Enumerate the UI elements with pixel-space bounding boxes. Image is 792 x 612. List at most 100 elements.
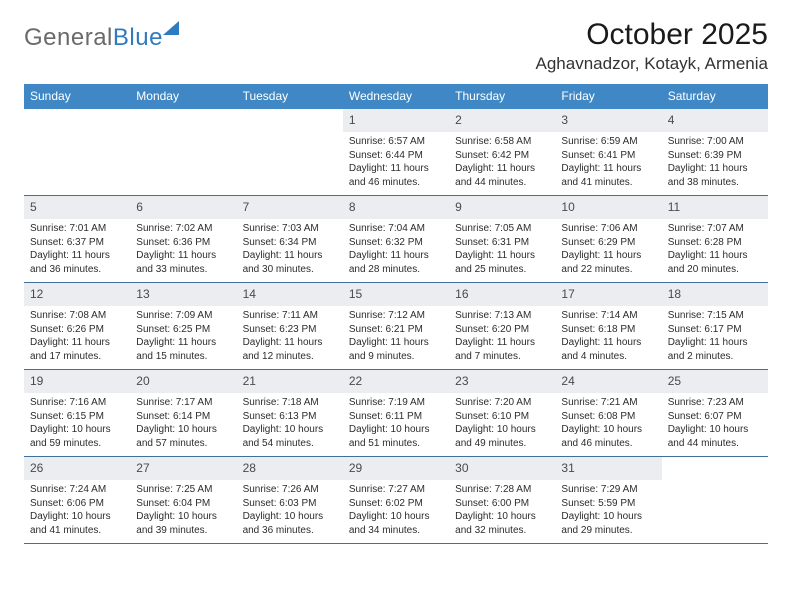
day-number: 10 [561,200,574,214]
day-number-bar: 12 [24,283,130,306]
day-number-bar: 25 [662,370,768,393]
day-cell: 28 Sunrise: 7:26 AMSunset: 6:03 PMDayligh… [237,457,343,543]
day-number: 19 [30,374,43,388]
day-body: Sunrise: 7:24 AMSunset: 6:06 PMDaylight:… [24,480,130,543]
day-number-bar: 5 [24,196,130,219]
day-number-bar: 18 [662,283,768,306]
day-cell: 13Sunrise: 7:09 AMSunset: 6:25 PMDayligh… [130,283,236,369]
day-body: Sunrise: 7:26 AMSunset: 6:03 PMDaylight:… [237,480,343,543]
day-number-bar: 2 [449,109,555,132]
day-number-bar: 29 [343,457,449,480]
day-number-bar: 30 [449,457,555,480]
day-cell: 12Sunrise: 7:08 AMSunset: 6:26 PMDayligh… [24,283,130,369]
day-cell: 3Sunrise: 6:59 AMSunset: 6:41 PMDaylight… [555,109,661,195]
day-cell: 8Sunrise: 7:04 AMSunset: 6:32 PMDaylight… [343,196,449,282]
day-body: Sunrise: 7:12 AMSunset: 6:21 PMDaylight:… [343,306,449,369]
weekday-monday: Monday [130,84,236,109]
day-cell: 15 Sunrise: 7:12 AMSunset: 6:21 PMDayligh… [343,283,449,369]
day-body: Sunrise: 7:19 AMSunset: 6:11 PMDaylight:… [343,393,449,456]
day-body: Sunrise: 7:20 AMSunset: 6:10 PMDaylight:… [449,393,555,456]
day-body: Sunrise: 7:18 AMSunset: 6:13 PMDaylight:… [237,393,343,456]
day-number-bar: 28 [237,457,343,480]
day-number: 9 [455,200,462,214]
day-cell: 17Sunrise: 7:14 AMSunset: 6:18 PMDayligh… [555,283,661,369]
day-number-bar: 7 [237,196,343,219]
day-number-bar: 13 [130,283,236,306]
day-number-bar: 8 [343,196,449,219]
day-body: Sunrise: 7:02 AMSunset: 6:36 PMDaylight:… [130,219,236,282]
day-number: 28 [243,461,256,475]
day-number: 22 [349,374,362,388]
day-number: 16 [455,287,468,301]
calendar: SundayMondayTuesdayWednesdayThursdayFrid… [24,84,768,544]
day-body: Sunrise: 7:21 AMSunset: 6:08 PMDaylight:… [555,393,661,456]
day-number-bar: 15 [343,283,449,306]
day-cell: 9Sunrise: 7:05 AMSunset: 6:31 PMDaylight… [449,196,555,282]
day-cell: 6Sunrise: 7:02 AMSunset: 6:36 PMDaylight… [130,196,236,282]
day-cell: 5 Sunrise: 7:01 AMSunset: 6:37 PMDaylight… [24,196,130,282]
day-number: 15 [349,287,362,301]
day-number-bar: 31 [555,457,661,480]
week-row: 5 Sunrise: 7:01 AMSunset: 6:37 PMDaylight… [24,196,768,283]
day-body [24,114,130,123]
day-number: 20 [136,374,149,388]
day-body: Sunrise: 7:07 AMSunset: 6:28 PMDaylight:… [662,219,768,282]
day-number-bar: 20 [130,370,236,393]
day-number-bar: 14 [237,283,343,306]
day-cell: 4Sunrise: 7:00 AMSunset: 6:39 PMDaylight… [662,109,768,195]
logo-text: GeneralBlue [24,24,163,52]
day-body: Sunrise: 7:13 AMSunset: 6:20 PMDaylight:… [449,306,555,369]
day-cell: 1Sunrise: 6:57 AMSunset: 6:44 PMDaylight… [343,109,449,195]
weekday-sunday: Sunday [24,84,130,109]
day-number-bar: 10 [555,196,661,219]
day-cell: 31Sunrise: 7:29 AMSunset: 5:59 PMDayligh… [555,457,661,543]
day-number-bar: 3 [555,109,661,132]
day-body: Sunrise: 7:25 AMSunset: 6:04 PMDaylight:… [130,480,236,543]
day-number-bar: 19 [24,370,130,393]
day-cell: 22 Sunrise: 7:19 AMSunset: 6:11 PMDayligh… [343,370,449,456]
weekday-header: SundayMondayTuesdayWednesdayThursdayFrid… [24,84,768,109]
logo-triangle-icon [163,21,179,35]
day-body: Sunrise: 7:16 AMSunset: 6:15 PMDaylight:… [24,393,130,456]
day-number: 23 [455,374,468,388]
week-row: 1Sunrise: 6:57 AMSunset: 6:44 PMDaylight… [24,109,768,196]
day-body: Sunrise: 7:01 AMSunset: 6:37 PMDaylight:… [24,219,130,282]
day-cell: 11Sunrise: 7:07 AMSunset: 6:28 PMDayligh… [662,196,768,282]
weeks-container: 1Sunrise: 6:57 AMSunset: 6:44 PMDaylight… [24,109,768,544]
day-cell: 26Sunrise: 7:24 AMSunset: 6:06 PMDayligh… [24,457,130,543]
day-number-bar: 9 [449,196,555,219]
day-number: 7 [243,200,250,214]
day-body: Sunrise: 7:17 AMSunset: 6:14 PMDaylight:… [130,393,236,456]
day-number: 5 [30,200,37,214]
day-cell: 24Sunrise: 7:21 AMSunset: 6:08 PMDayligh… [555,370,661,456]
day-number-bar: 11 [662,196,768,219]
day-body: Sunrise: 7:15 AMSunset: 6:17 PMDaylight:… [662,306,768,369]
week-row: 19 Sunrise: 7:16 AMSunset: 6:15 PMDayligh… [24,370,768,457]
day-body: Sunrise: 7:00 AMSunset: 6:39 PMDaylight:… [662,132,768,195]
day-body [130,114,236,123]
day-number: 25 [668,374,681,388]
day-cell: 18Sunrise: 7:15 AMSunset: 6:17 PMDayligh… [662,283,768,369]
day-cell [24,109,130,195]
location: Aghavnadzor, Kotayk, Armenia [536,54,768,74]
day-cell: 30Sunrise: 7:28 AMSunset: 6:00 PMDayligh… [449,457,555,543]
day-number-bar: 22 [343,370,449,393]
day-cell: 25Sunrise: 7:23 AMSunset: 6:07 PMDayligh… [662,370,768,456]
day-body: Sunrise: 6:59 AMSunset: 6:41 PMDaylight:… [555,132,661,195]
week-row: 26Sunrise: 7:24 AMSunset: 6:06 PMDayligh… [24,457,768,544]
day-body: Sunrise: 7:06 AMSunset: 6:29 PMDaylight:… [555,219,661,282]
day-cell [237,109,343,195]
day-cell: 29Sunrise: 7:27 AMSunset: 6:02 PMDayligh… [343,457,449,543]
weekday-wednesday: Wednesday [343,84,449,109]
day-body: Sunrise: 7:14 AMSunset: 6:18 PMDaylight:… [555,306,661,369]
day-number: 8 [349,200,356,214]
day-cell: 2Sunrise: 6:58 AMSunset: 6:42 PMDaylight… [449,109,555,195]
day-cell: 19 Sunrise: 7:16 AMSunset: 6:15 PMDayligh… [24,370,130,456]
weekday-tuesday: Tuesday [237,84,343,109]
day-body [662,462,768,471]
day-number-bar: 17 [555,283,661,306]
day-body: Sunrise: 7:11 AMSunset: 6:23 PMDaylight:… [237,306,343,369]
weekday-thursday: Thursday [449,84,555,109]
day-number-bar: 23 [449,370,555,393]
day-number: 21 [243,374,256,388]
